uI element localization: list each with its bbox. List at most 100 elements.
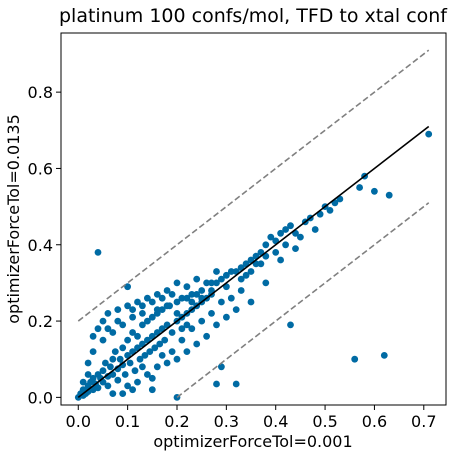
data-point — [104, 310, 112, 317]
data-point — [193, 275, 201, 283]
x-tick-label: 0.7 — [411, 412, 436, 431]
data-point — [247, 268, 255, 275]
data-point — [84, 371, 92, 378]
data-point — [119, 361, 127, 369]
data-point — [124, 302, 131, 310]
data-point — [114, 317, 122, 325]
data-point — [153, 363, 161, 371]
data-point — [168, 291, 176, 298]
data-point — [193, 340, 201, 348]
x-tick-label: 0.2 — [164, 412, 189, 431]
data-point — [213, 268, 220, 275]
data-point — [79, 378, 87, 386]
y-tick-label: 0.0 — [28, 388, 53, 407]
y-tick-label: 0.4 — [28, 236, 53, 255]
data-point — [213, 279, 220, 287]
data-point — [178, 294, 186, 302]
data-point — [119, 321, 127, 329]
data-point — [124, 336, 131, 344]
data-point — [121, 371, 129, 378]
data-point — [223, 313, 230, 321]
data-point — [277, 229, 284, 237]
y-tick-label: 0.6 — [28, 159, 53, 178]
data-point — [114, 306, 122, 313]
data-point — [237, 287, 245, 294]
data-point — [109, 390, 117, 397]
data-point — [84, 359, 92, 367]
data-point — [148, 386, 156, 394]
y-tick-label: 0.8 — [28, 83, 53, 102]
chart-title: platinum 100 confs/mol, TFD to xtal conf — [59, 5, 448, 27]
data-point — [232, 380, 240, 388]
data-point — [213, 380, 220, 388]
data-point — [134, 298, 141, 306]
data-point — [107, 363, 114, 371]
data-point — [267, 233, 275, 241]
data-point — [218, 298, 225, 306]
data-point — [198, 317, 206, 325]
data-point — [114, 376, 122, 384]
plot-frame — [60, 32, 447, 406]
x-tick-label: 0.4 — [263, 412, 288, 431]
data-point — [126, 359, 134, 367]
data-point — [144, 294, 151, 302]
data-point — [104, 325, 112, 333]
data-point — [218, 363, 225, 371]
data-point — [218, 275, 225, 283]
data-point — [163, 359, 171, 367]
data-point — [297, 233, 304, 241]
data-point — [163, 287, 171, 294]
data-point — [232, 306, 240, 313]
x-tick-label: 0.6 — [362, 412, 387, 431]
x-axis-label: optimizerForceTol=0.001 — [153, 432, 352, 451]
data-point — [99, 367, 107, 375]
data-point — [156, 340, 164, 348]
data-point — [351, 355, 359, 363]
data-point — [198, 287, 206, 294]
x-tick-label: 0.1 — [115, 412, 140, 431]
data-point — [116, 355, 124, 363]
data-point — [139, 310, 146, 317]
data-point — [109, 355, 117, 363]
data-point — [311, 226, 319, 233]
data-point — [213, 321, 220, 329]
upper-bound-line — [77, 49, 430, 322]
chart-marks — [74, 130, 433, 401]
data-point — [109, 329, 117, 336]
data-point — [151, 344, 159, 352]
data-point — [99, 317, 107, 325]
data-point — [139, 302, 146, 310]
data-point — [356, 184, 363, 191]
data-point — [178, 325, 186, 333]
data-point — [371, 187, 378, 195]
data-point — [144, 371, 151, 378]
data-point — [183, 294, 191, 302]
reference-lines — [77, 49, 430, 399]
data-point — [136, 355, 144, 363]
data-point — [227, 268, 235, 275]
data-point — [173, 310, 181, 317]
data-point — [148, 313, 156, 321]
data-point — [158, 294, 166, 302]
data-point — [141, 352, 149, 359]
data-point — [129, 313, 137, 321]
data-point — [168, 329, 176, 336]
data-point — [173, 355, 181, 363]
data-point — [183, 348, 191, 355]
data-point — [237, 275, 245, 283]
data-point — [203, 279, 211, 287]
data-point — [129, 306, 137, 313]
data-point — [119, 344, 127, 352]
data-point — [139, 363, 146, 371]
data-point — [227, 294, 235, 302]
data-point — [247, 298, 255, 306]
data-point — [119, 390, 127, 397]
data-point — [134, 332, 141, 340]
data-point — [326, 207, 334, 214]
y-axis-label: optimizerForceTol=0.0135 — [4, 114, 23, 323]
x-axis-ticks: 0.0 0.1 0.2 0.3 0.4 0.5 0.6 0.7 — [66, 405, 437, 431]
data-point — [183, 283, 191, 291]
data-point — [203, 332, 211, 340]
data-point — [188, 291, 196, 298]
